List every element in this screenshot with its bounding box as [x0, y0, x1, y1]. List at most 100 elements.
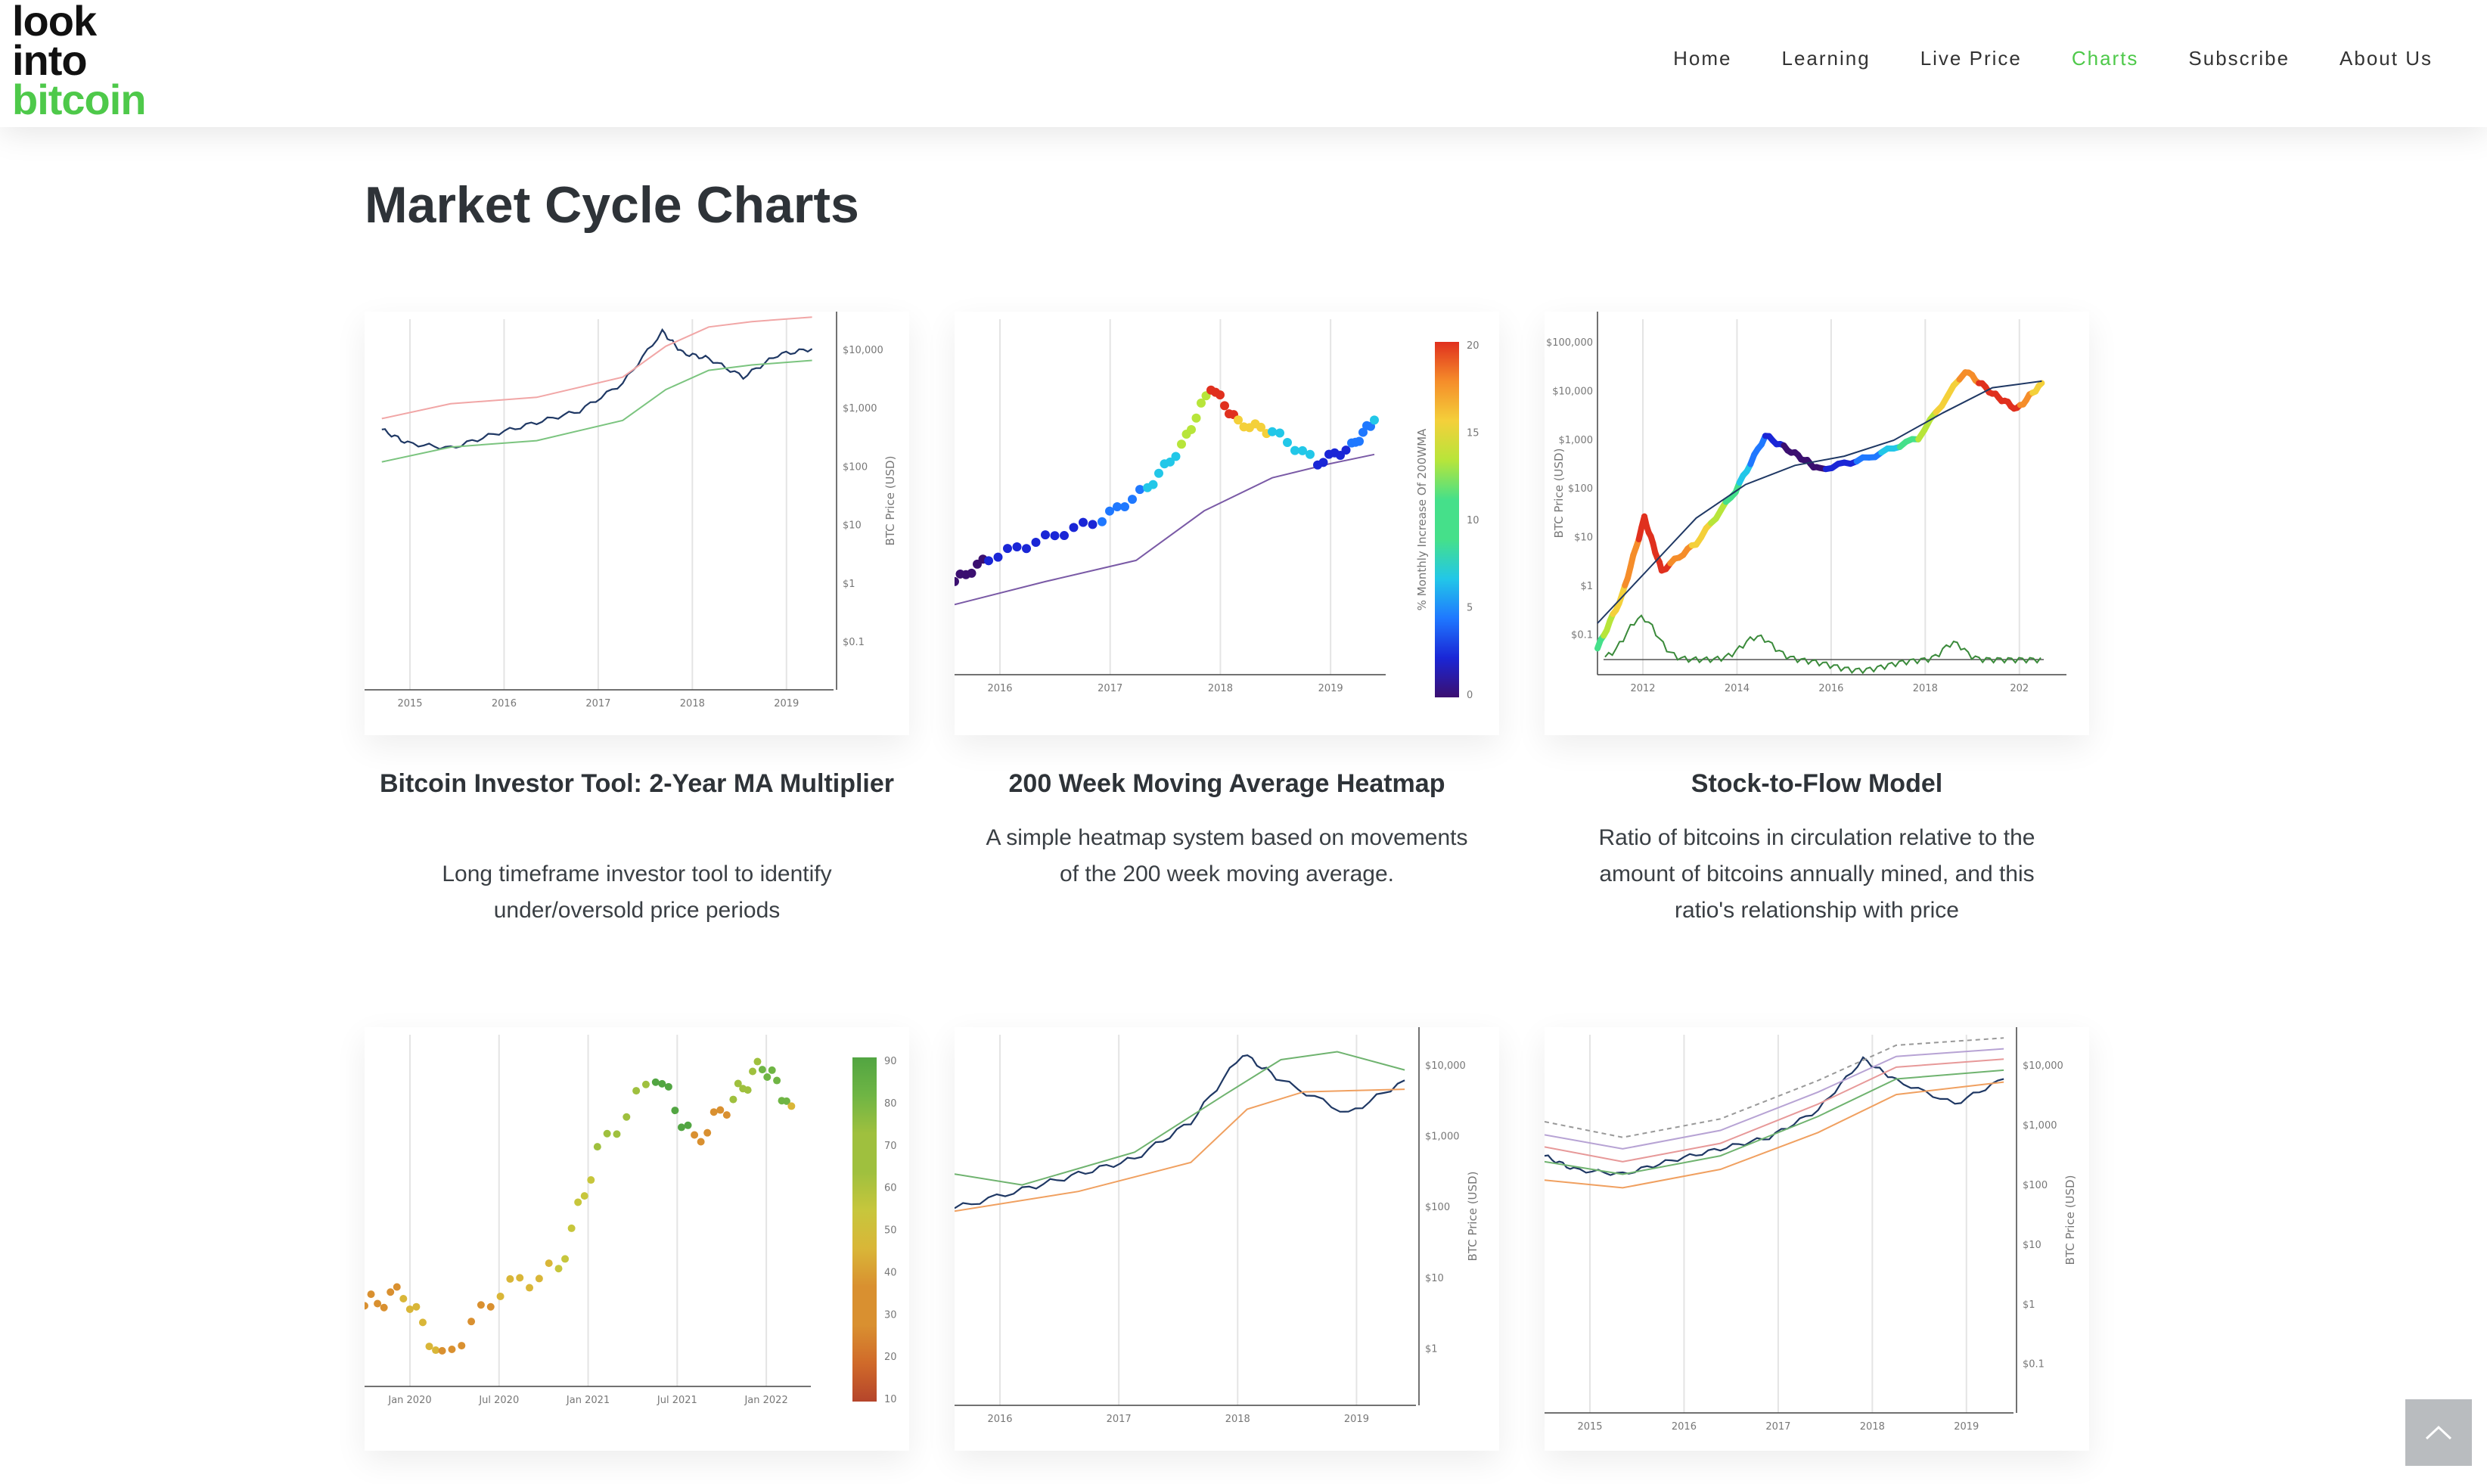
chart-card-6[interactable]: 2015 2016 2017 2018 2019 $10,000 $1,000 $100 $10… [1545, 1027, 2089, 1451]
data-point [467, 1318, 476, 1326]
y-tick-label: $100,000 [1546, 337, 1593, 349]
data-point [432, 1346, 440, 1355]
x-tick-label: Jul 2020 [478, 1395, 519, 1406]
chart-investor-tool: 2015 2016 2017 2018 2019 $10,000 $1,000 $100 $10… [365, 312, 897, 709]
data-point [486, 1302, 495, 1311]
data-point [651, 1078, 660, 1086]
chart-card-stock-to-flow[interactable]: 2012 2014 2016 2018 202 $100,000 $10,000 $1,000… [1545, 312, 2089, 735]
data-point [691, 1131, 699, 1139]
nav-live-price[interactable]: Live Price [1920, 47, 2022, 70]
y-tick-label: $1,000 [1425, 1132, 1460, 1143]
x-tick-label: 2016 [987, 1414, 1012, 1425]
series-2-year-ma [381, 359, 812, 463]
y-tick-label: $1 [1425, 1343, 1438, 1355]
series-s2f-model [1597, 380, 2042, 624]
x-tick-label: Jan 2021 [566, 1395, 610, 1406]
chart-card-5[interactable]: 2016 2017 2018 2019 $10,000 $1,000 $100 $10 $1 BT… [955, 1027, 1499, 1451]
card-title-stock-to-flow[interactable]: Stock-to-Flow Model [1691, 769, 1943, 798]
x-tick-label: Jan 2022 [744, 1395, 787, 1406]
y-tick-label: $1 [843, 579, 855, 590]
page-title: Market Cycle Charts [365, 176, 859, 234]
data-point [593, 1143, 601, 1151]
x-tick-label: 2014 [1725, 683, 1750, 694]
y-tick-label: $100 [843, 461, 868, 473]
x-tick-label: 2017 [1765, 1421, 1790, 1433]
data-point [734, 1079, 742, 1088]
x-tick-label: 2012 [1630, 683, 1655, 694]
x-tick-label: 2018 [680, 698, 705, 709]
series-200wma [955, 453, 1375, 606]
data-point [641, 1080, 650, 1088]
data-point [709, 1108, 718, 1116]
data-point [418, 1318, 427, 1327]
data-point [716, 1106, 725, 1114]
data-point [671, 1107, 679, 1115]
y-tick-label: $10 [1574, 532, 1593, 544]
y-axis-label: BTC Price (USD) [1552, 449, 1566, 539]
series-band-3 [1545, 1058, 2004, 1163]
data-point [1031, 537, 1041, 547]
data-point [1187, 424, 1196, 434]
data-point [744, 1086, 752, 1094]
chart-card-4[interactable]: Jan 2020 Jul 2020 Jan 2021 Jul 2021 Jan 2022… [365, 1027, 909, 1451]
data-point [749, 1067, 757, 1076]
chart-200wma-heatmap: 2016 2017 2018 2019 20 15 10 5 0 % Monthly Increa… [955, 319, 1479, 701]
y-axis-label: BTC Price (USD) [1466, 1172, 1479, 1262]
data-point [1197, 398, 1206, 408]
data-point [1135, 485, 1144, 495]
chevron-up-icon [2425, 1425, 2452, 1440]
x-tick-label: Jan 2020 [387, 1395, 431, 1406]
card-desc-stock-to-flow: Ratio of bitcoins in circulation relativ… [1598, 825, 2035, 923]
x-tick-label: 2017 [1107, 1414, 1132, 1425]
chart-card-investor-tool[interactable]: 2015 2016 2017 2018 2019 $10,000 $1,000 $100 $10… [365, 312, 909, 735]
colorbar-tick-label: 60 [884, 1183, 897, 1194]
data-point [1154, 468, 1163, 478]
nav-subscribe[interactable]: Subscribe [2188, 47, 2290, 70]
data-point [632, 1087, 641, 1095]
chart-colored-price: Jan 2020 Jul 2020 Jan 2021 Jul 2021 Jan 2022… [365, 1035, 897, 1406]
chart-stock-to-flow: 2012 2014 2016 2018 202 $100,000 $10,000 $1,000… [1546, 312, 2066, 694]
colorbar-tick-label: 5 [1467, 603, 1473, 614]
y-tick-label: $100 [1425, 1202, 1450, 1213]
x-tick-label: 2018 [1860, 1421, 1885, 1433]
data-point [506, 1274, 514, 1283]
colorbar [852, 1057, 877, 1402]
data-point [955, 576, 959, 586]
data-point [477, 1301, 485, 1309]
data-point [365, 1302, 368, 1310]
y-tick-label: $10,000 [2023, 1060, 2063, 1072]
data-point [722, 1111, 731, 1119]
series-btc-price [1545, 1056, 2004, 1176]
site-logo[interactable]: look into bitcoin [12, 0, 147, 121]
logo-line-look: look [12, 0, 97, 45]
data-point [1283, 437, 1292, 447]
x-tick-label: 2019 [1954, 1421, 1979, 1433]
data-point [1012, 542, 1022, 552]
x-tick-label: 2019 [1318, 683, 1343, 694]
oscillator-line [1604, 614, 2041, 675]
nav-home[interactable]: Home [1673, 47, 1732, 70]
data-point [367, 1290, 375, 1299]
y-tick-label: $10,000 [843, 345, 883, 356]
data-point [623, 1113, 631, 1121]
scroll-to-top-button[interactable] [2405, 1399, 2472, 1466]
card-title-200wma-heatmap[interactable]: 200 Week Moving Average Heatmap [1008, 769, 1445, 798]
data-point [1306, 449, 1315, 459]
nav-charts[interactable]: Charts [2071, 47, 2139, 70]
colorbar-tick-label: 20 [884, 1352, 897, 1363]
y-tick-label: $10,000 [1425, 1060, 1466, 1072]
x-tick-label: 2016 [492, 698, 517, 709]
y-tick-label: $0.1 [843, 637, 865, 648]
colorbar-tick-label: 70 [884, 1141, 897, 1152]
data-point [1050, 531, 1060, 541]
price-segment [2035, 380, 2045, 390]
data-point [458, 1342, 466, 1350]
nav-about-us[interactable]: About Us [2340, 47, 2433, 70]
chart-card-200wma-heatmap[interactable]: 2016 2017 2018 2019 20 15 10 5 0 % Monthly Increa… [955, 312, 1499, 735]
card-title-investor-tool[interactable]: Bitcoin Investor Tool: 2-Year MA Multipl… [379, 769, 895, 798]
y-tick-label: $10 [843, 520, 862, 532]
data-point [703, 1129, 712, 1137]
x-tick-label: 2015 [397, 698, 422, 709]
data-point [1079, 517, 1088, 527]
nav-learning[interactable]: Learning [1781, 47, 1871, 70]
